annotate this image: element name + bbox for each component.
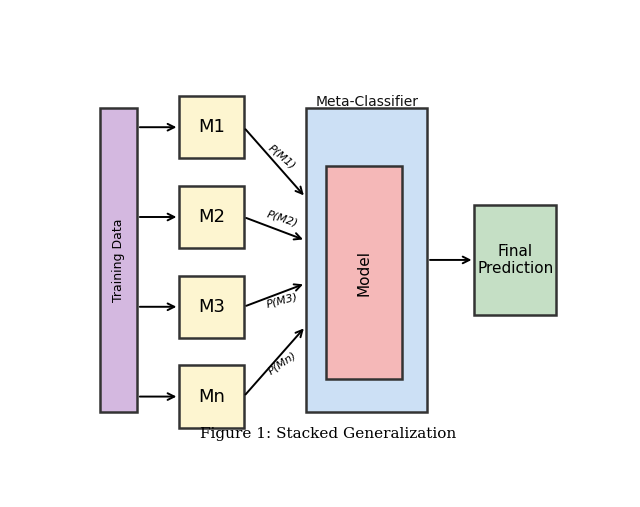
- Bar: [179, 366, 244, 428]
- Text: P(M3): P(M3): [266, 292, 300, 310]
- Text: M3: M3: [198, 298, 225, 316]
- Text: Final
Prediction: Final Prediction: [477, 244, 554, 276]
- Text: P(M1): P(M1): [267, 142, 298, 171]
- Text: P(Mn): P(Mn): [266, 350, 298, 377]
- Text: Figure 1: Stacked Generalization: Figure 1: Stacked Generalization: [200, 427, 456, 442]
- Text: Meta-Classifier: Meta-Classifier: [315, 95, 418, 109]
- Bar: [179, 96, 244, 158]
- Bar: [474, 205, 556, 314]
- Text: M2: M2: [198, 208, 225, 226]
- Text: Training Data: Training Data: [112, 218, 125, 302]
- Text: Mn: Mn: [198, 387, 225, 406]
- Bar: [100, 107, 137, 412]
- Text: Model: Model: [356, 249, 371, 296]
- Text: P(M2): P(M2): [266, 209, 300, 229]
- Bar: [306, 107, 428, 412]
- Bar: [179, 276, 244, 338]
- Text: M1: M1: [198, 118, 225, 136]
- Bar: [179, 186, 244, 248]
- Bar: [326, 166, 403, 379]
